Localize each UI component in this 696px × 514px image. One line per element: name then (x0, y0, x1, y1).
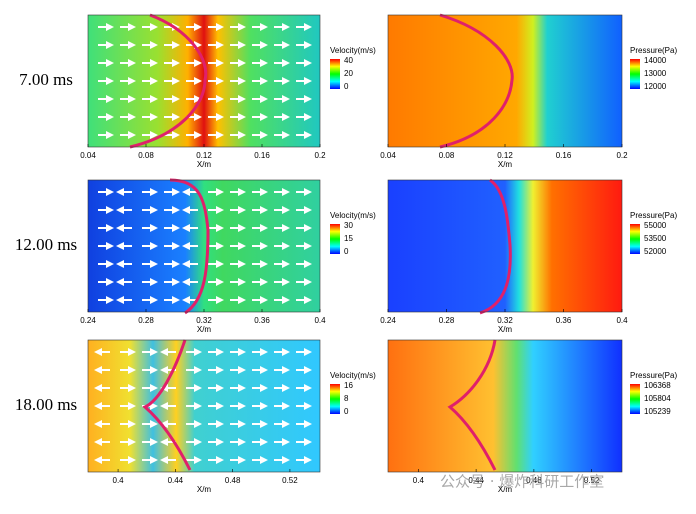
x-tick-label: 0.36 (556, 316, 572, 325)
x-axis-label: X/m (498, 485, 513, 494)
colorbar-tick-label: 16 (344, 381, 353, 390)
x-tick-label: 0.48 (225, 476, 241, 485)
x-axis-label: X/m (197, 325, 212, 334)
x-tick-label: 0.4 (616, 316, 628, 325)
colorbar-label: Velocity(m/s) (330, 371, 376, 380)
colorbar-tick-label: 14000 (644, 56, 667, 65)
colorbar-label: Pressure(Pa) (630, 46, 677, 55)
colorbar-tick-label: 13000 (644, 69, 667, 78)
x-axis-label: X/m (197, 160, 212, 169)
x-tick-label: 0.32 (196, 316, 212, 325)
colorbar-label: Pressure(Pa) (630, 371, 677, 380)
x-tick-label: 0.16 (254, 151, 270, 160)
time-label: 7.00 ms (19, 70, 73, 89)
colorbar (630, 384, 640, 414)
colorbar-tick-label: 20 (344, 69, 353, 78)
interface-curve (479, 178, 512, 315)
interface-curve (447, 339, 497, 471)
pressure-field (388, 15, 622, 147)
x-tick-label: 0.04 (380, 151, 396, 160)
colorbar-label: Velocity(m/s) (330, 46, 376, 55)
x-tick-label: 0.04 (80, 151, 96, 160)
x-tick-label: 0.52 (584, 476, 600, 485)
x-axis-label: X/m (498, 160, 513, 169)
time-label: 18.00 ms (15, 395, 77, 414)
colorbar-tick-label: 40 (344, 56, 353, 65)
colorbar-tick-label: 0 (344, 407, 349, 416)
x-tick-label: 0.44 (168, 476, 184, 485)
x-tick-label: 0.2 (616, 151, 628, 160)
x-tick-label: 0.36 (254, 316, 270, 325)
colorbar-tick-label: 105239 (644, 407, 671, 416)
time-label: 12.00 ms (15, 235, 77, 254)
x-axis-label: X/m (197, 485, 212, 494)
x-tick-label: 0.12 (497, 151, 513, 160)
x-tick-label: 0.48 (526, 476, 542, 485)
colorbar (330, 59, 340, 89)
watermark: 公众号 · 爆炸科研工作室 (440, 473, 604, 491)
colorbar (630, 59, 640, 89)
colorbar-tick-label: 0 (344, 82, 349, 91)
plot-frame (387, 339, 623, 473)
x-axis-label: X/m (498, 325, 513, 334)
x-tick-label: 0.12 (196, 151, 212, 160)
x-tick-label: 0.4 (113, 476, 125, 485)
x-tick-label: 0.08 (439, 151, 455, 160)
x-tick-label: 0.2 (314, 151, 326, 160)
x-tick-label: 0.24 (380, 316, 396, 325)
x-tick-label: 0.44 (468, 476, 484, 485)
colorbar-tick-label: 8 (344, 394, 349, 403)
x-tick-label: 0.08 (138, 151, 154, 160)
colorbar-tick-label: 15 (344, 234, 353, 243)
x-tick-label: 0.24 (80, 316, 96, 325)
colorbar-tick-label: 52000 (644, 247, 667, 256)
x-tick-label: 0.52 (282, 476, 298, 485)
colorbar-label: Velocity(m/s) (330, 211, 376, 220)
interface-curve (129, 13, 208, 149)
interface-curve (169, 178, 210, 315)
colorbar-tick-label: 55000 (644, 221, 667, 230)
colorbar (330, 224, 340, 254)
colorbar-tick-label: 106368 (644, 381, 671, 390)
pressure-field (388, 340, 622, 472)
x-tick-label: 0.4 (413, 476, 425, 485)
colorbar-tick-label: 30 (344, 221, 353, 230)
interface-curve (142, 339, 192, 471)
colorbar-label: Pressure(Pa) (630, 211, 677, 220)
colorbar-tick-label: 12000 (644, 82, 667, 91)
x-tick-label: 0.4 (314, 316, 326, 325)
colorbar (330, 384, 340, 414)
colorbar (630, 224, 640, 254)
x-tick-label: 0.16 (556, 151, 572, 160)
plot-frame (87, 339, 321, 473)
interface-curve (439, 13, 514, 149)
x-tick-label: 0.32 (497, 316, 513, 325)
x-tick-label: 0.28 (439, 316, 455, 325)
colorbar-tick-label: 53500 (644, 234, 667, 243)
colorbar-tick-label: 105804 (644, 394, 671, 403)
x-tick-label: 0.28 (138, 316, 154, 325)
colorbar-tick-label: 0 (344, 247, 349, 256)
